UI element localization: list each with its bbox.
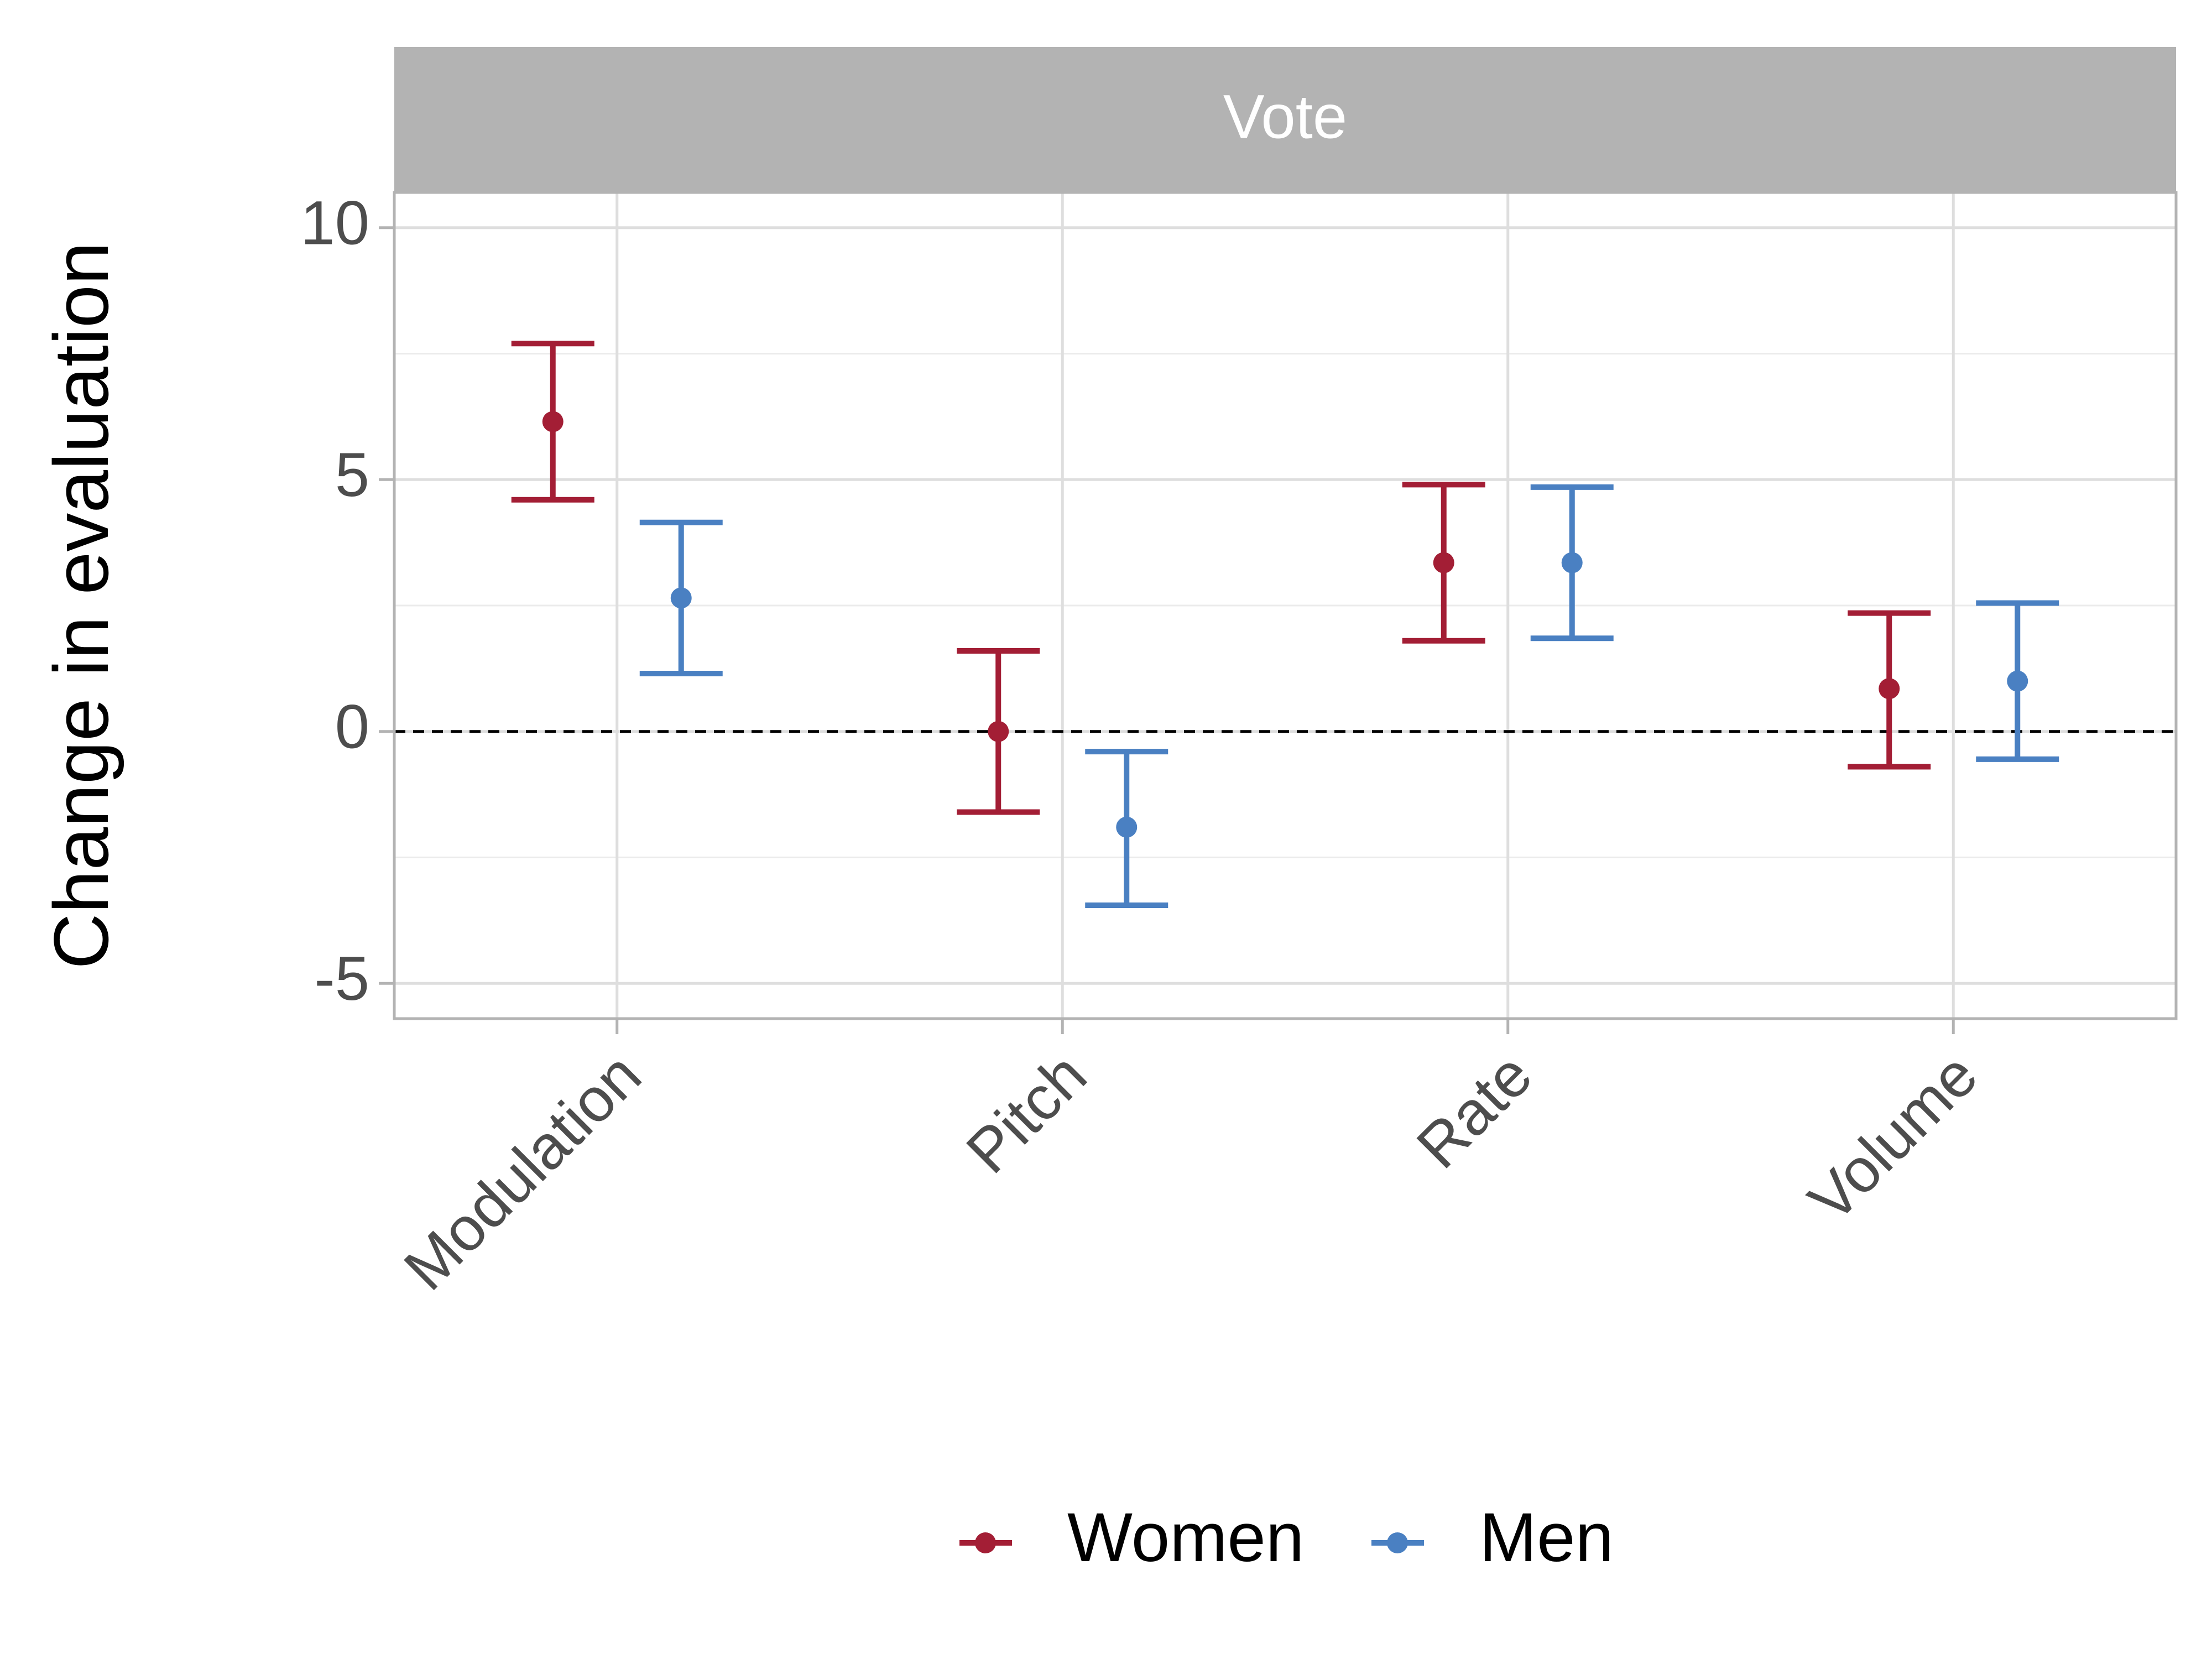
- legend-key-point: [1387, 1532, 1408, 1553]
- x-tick-label: Rate: [1404, 1040, 1545, 1182]
- errorbar-men-volume: [1976, 600, 2059, 762]
- facet-title: Vote: [1223, 82, 1347, 152]
- legend: Women Men: [959, 1499, 1614, 1576]
- data-point: [2007, 670, 2028, 692]
- data-point: [542, 411, 564, 432]
- legend-key-point: [975, 1532, 996, 1553]
- errorbar-women-volume: [1848, 610, 1931, 770]
- errorbar-women-modulation: [511, 341, 594, 503]
- data-point: [1116, 816, 1138, 838]
- errorbar-women-pitch: [957, 648, 1040, 815]
- errorbar-men-pitch: [1085, 749, 1168, 909]
- legend-item-men: Men: [1371, 1499, 1614, 1576]
- data-point: [1433, 552, 1454, 573]
- y-tick-label: 5: [335, 440, 369, 509]
- y-axis-title: Change in evaluation: [38, 242, 124, 969]
- panel-border: [393, 191, 2178, 1020]
- y-axis: -5 0 5 10: [300, 188, 394, 1013]
- legend-item-women: Women: [959, 1499, 1304, 1576]
- errorbar-women-rate: [1402, 482, 1485, 644]
- data-point: [1561, 552, 1583, 573]
- grid-minor: [394, 353, 2176, 858]
- data-point: [1879, 678, 1900, 700]
- grid-major: [394, 192, 2176, 1019]
- x-tick-label: Modulation: [391, 1040, 654, 1303]
- error-bars: [511, 341, 2059, 909]
- data-point: [988, 721, 1009, 742]
- x-tick-label: Volume: [1796, 1040, 1991, 1235]
- errorbar-men-modulation: [639, 519, 723, 676]
- legend-label: Women: [1067, 1499, 1304, 1576]
- data-point: [670, 587, 692, 609]
- y-tick-label: 10: [300, 188, 369, 257]
- legend-label: Men: [1479, 1499, 1614, 1576]
- facet-strip: [394, 47, 2176, 192]
- errorbar-men-rate: [1530, 484, 1614, 641]
- y-tick-label: -5: [314, 944, 369, 1013]
- y-tick-label: 0: [335, 692, 369, 761]
- x-axis: Modulation Pitch Rate Volume: [391, 1019, 1990, 1303]
- x-tick-label: Pitch: [953, 1040, 1099, 1186]
